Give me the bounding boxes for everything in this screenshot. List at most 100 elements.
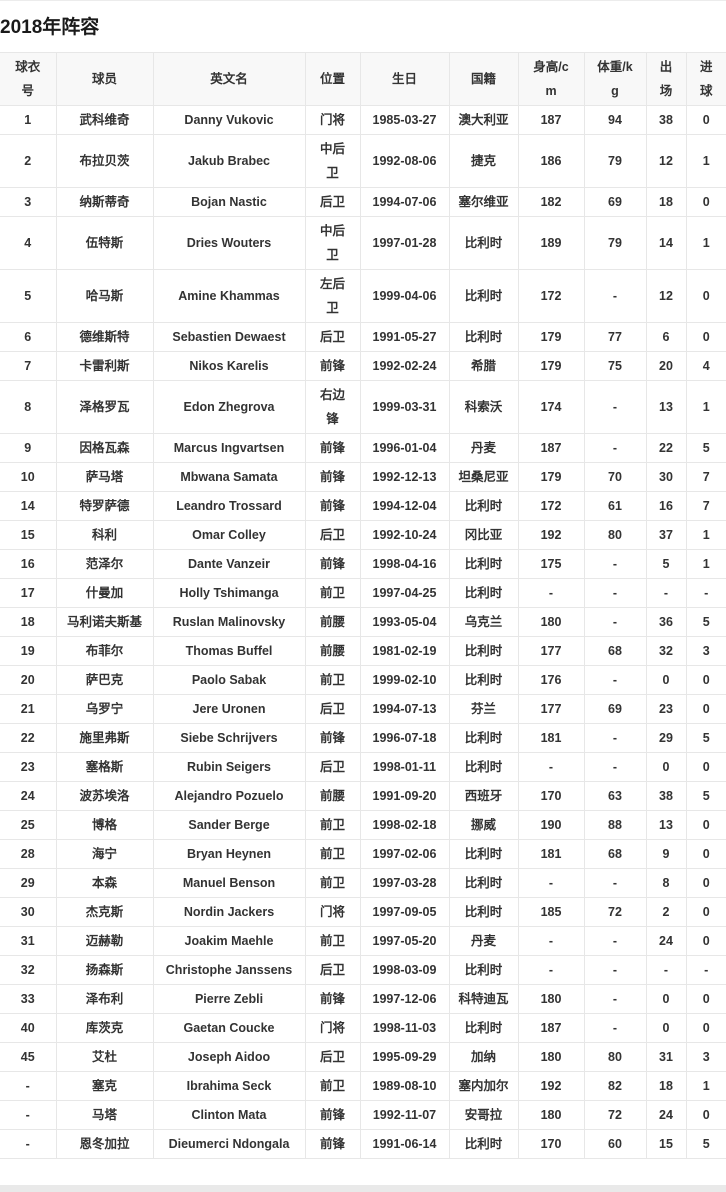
cell-goals: 3: [685, 636, 726, 666]
cell-height_cm: -: [517, 926, 585, 956]
cell-number: 31: [0, 926, 57, 956]
cell-position: 中后 卫: [304, 216, 361, 270]
cell-number: 29: [0, 868, 57, 898]
cell-birthday: 1985-03-27: [359, 105, 450, 135]
cell-position: 前卫: [304, 1071, 361, 1101]
cell-nationality: 塞内加尔: [448, 1071, 519, 1101]
cell-height_cm: 187: [517, 433, 585, 463]
cell-player: 波苏埃洛: [55, 781, 154, 811]
cell-height_cm: 189: [517, 216, 585, 270]
table-row: - 塞克 Ibrahima Seck 前卫 1989-08-10 塞内加尔 192 82 18 1: [0, 1071, 726, 1101]
cell-height_cm: 176: [517, 665, 585, 695]
cell-birthday: 1997-03-28: [359, 868, 450, 898]
table-row: 16 范泽尔 Dante Vanzeir 前锋 1998-04-16 比利时 175-5 1: [0, 549, 726, 579]
cell-weight_kg: -: [583, 380, 647, 434]
cell-nationality: 比利时: [448, 955, 519, 985]
cell-appearances: 23: [645, 694, 687, 724]
cell-english_name: Pierre Zebli: [152, 984, 306, 1014]
cell-number: 40: [0, 1013, 57, 1043]
cell-nationality: 西班牙: [448, 781, 519, 811]
cell-weight_kg: 75: [583, 351, 647, 381]
cell-player: 乌罗宁: [55, 694, 154, 724]
cell-birthday: 1997-01-28: [359, 216, 450, 270]
table-row: 22 施里弗斯 Siebe Schrijvers 前锋 1996-07-18 比利时 181…: [0, 723, 726, 753]
cell-weight_kg: 63: [583, 781, 647, 811]
table-row: 14 特罗萨德 Leandro Trossard 前锋 1994-12-04 比利时 172…: [0, 491, 726, 521]
cell-height_cm: 170: [517, 1129, 585, 1159]
cell-english_name: Dries Wouters: [152, 216, 306, 270]
cell-number: 1: [0, 105, 57, 135]
cell-goals: 1: [685, 216, 726, 270]
cell-player: 马塔: [55, 1100, 154, 1130]
cell-number: 9: [0, 433, 57, 463]
cell-weight_kg: 79: [583, 134, 647, 188]
cell-birthday: 1998-04-16: [359, 549, 450, 579]
cell-birthday: 1999-02-10: [359, 665, 450, 695]
cell-height_cm: 182: [517, 187, 585, 217]
table-row: 3 纳斯蒂奇 Bojan Nastic 后卫 1994-07-06 塞尔维亚 182 69 18…: [0, 187, 726, 217]
cell-nationality: 比利时: [448, 752, 519, 782]
cell-english_name: Jakub Brabec: [152, 134, 306, 188]
cell-player: 萨马塔: [55, 462, 154, 492]
cell-weight_kg: 61: [583, 491, 647, 521]
cell-weight_kg: -: [583, 868, 647, 898]
cell-height_cm: 185: [517, 897, 585, 927]
cell-english_name: Christophe Janssens: [152, 955, 306, 985]
cell-birthday: 1994-12-04: [359, 491, 450, 521]
cell-player: 迈赫勒: [55, 926, 154, 956]
cell-appearances: -: [645, 578, 687, 608]
cell-english_name: Sander Berge: [152, 810, 306, 840]
cell-weight_kg: -: [583, 549, 647, 579]
cell-goals: 0: [685, 269, 726, 323]
cell-weight_kg: 77: [583, 322, 647, 352]
cell-birthday: 1999-03-31: [359, 380, 450, 434]
cell-nationality: 比利时: [448, 1129, 519, 1159]
cell-position: 后卫: [304, 752, 361, 782]
cell-weight_kg: -: [583, 1013, 647, 1043]
cell-nationality: 比利时: [448, 897, 519, 927]
cell-player: 马利诺夫斯基: [55, 607, 154, 637]
cell-nationality: 加纳: [448, 1042, 519, 1072]
cell-birthday: 1981-02-19: [359, 636, 450, 666]
cell-number: 45: [0, 1042, 57, 1072]
cell-player: 布菲尔: [55, 636, 154, 666]
cell-english_name: Nikos Karelis: [152, 351, 306, 381]
cell-weight_kg: -: [583, 578, 647, 608]
cell-weight_kg: 80: [583, 520, 647, 550]
cell-goals: 0: [685, 665, 726, 695]
cell-goals: 5: [685, 607, 726, 637]
cell-appearances: 16: [645, 491, 687, 521]
table-row: 2 布拉贝茨 Jakub Brabec 中后 卫 1992-08-06 捷克 186 79 12…: [0, 134, 726, 188]
cell-player: 库茨克: [55, 1013, 154, 1043]
cell-number: 7: [0, 351, 57, 381]
cell-goals: 0: [685, 984, 726, 1014]
table-row: 45 艾杜 Joseph Aidoo 后卫 1995-09-29 加纳 180 80 31 3: [0, 1042, 726, 1072]
table-row: 15 科利 Omar Colley 后卫 1992-10-24 冈比亚 192 80 37 1: [0, 520, 726, 550]
cell-position: 门将: [304, 897, 361, 927]
cell-english_name: Joseph Aidoo: [152, 1042, 306, 1072]
page-title: 2018年阵容: [0, 17, 100, 38]
cell-player: 纳斯蒂奇: [55, 187, 154, 217]
cell-weight_kg: 88: [583, 810, 647, 840]
table-row: - 马塔 Clinton Mata 前锋 1992-11-07 安哥拉 180 72 24 0: [0, 1100, 726, 1130]
cell-player: 泽布利: [55, 984, 154, 1014]
cell-birthday: 1993-05-04: [359, 607, 450, 637]
cell-weight_kg: 72: [583, 897, 647, 927]
cell-nationality: 比利时: [448, 322, 519, 352]
cell-english_name: Nordin Jackers: [152, 897, 306, 927]
cell-birthday: 1998-11-03: [359, 1013, 450, 1043]
cell-goals: 1: [685, 549, 726, 579]
cell-height_cm: -: [517, 578, 585, 608]
cell-appearances: 37: [645, 520, 687, 550]
cell-height_cm: 175: [517, 549, 585, 579]
cell-height_cm: 190: [517, 810, 585, 840]
cell-goals: 7: [685, 491, 726, 521]
cell-appearances: 6: [645, 322, 687, 352]
table-row: 28 海宁 Bryan Heynen 前卫 1997-02-06 比利时 181 68 9 0: [0, 839, 726, 869]
cell-number: 3: [0, 187, 57, 217]
cell-appearances: 32: [645, 636, 687, 666]
cell-birthday: 1994-07-06: [359, 187, 450, 217]
cell-position: 前锋: [304, 984, 361, 1014]
